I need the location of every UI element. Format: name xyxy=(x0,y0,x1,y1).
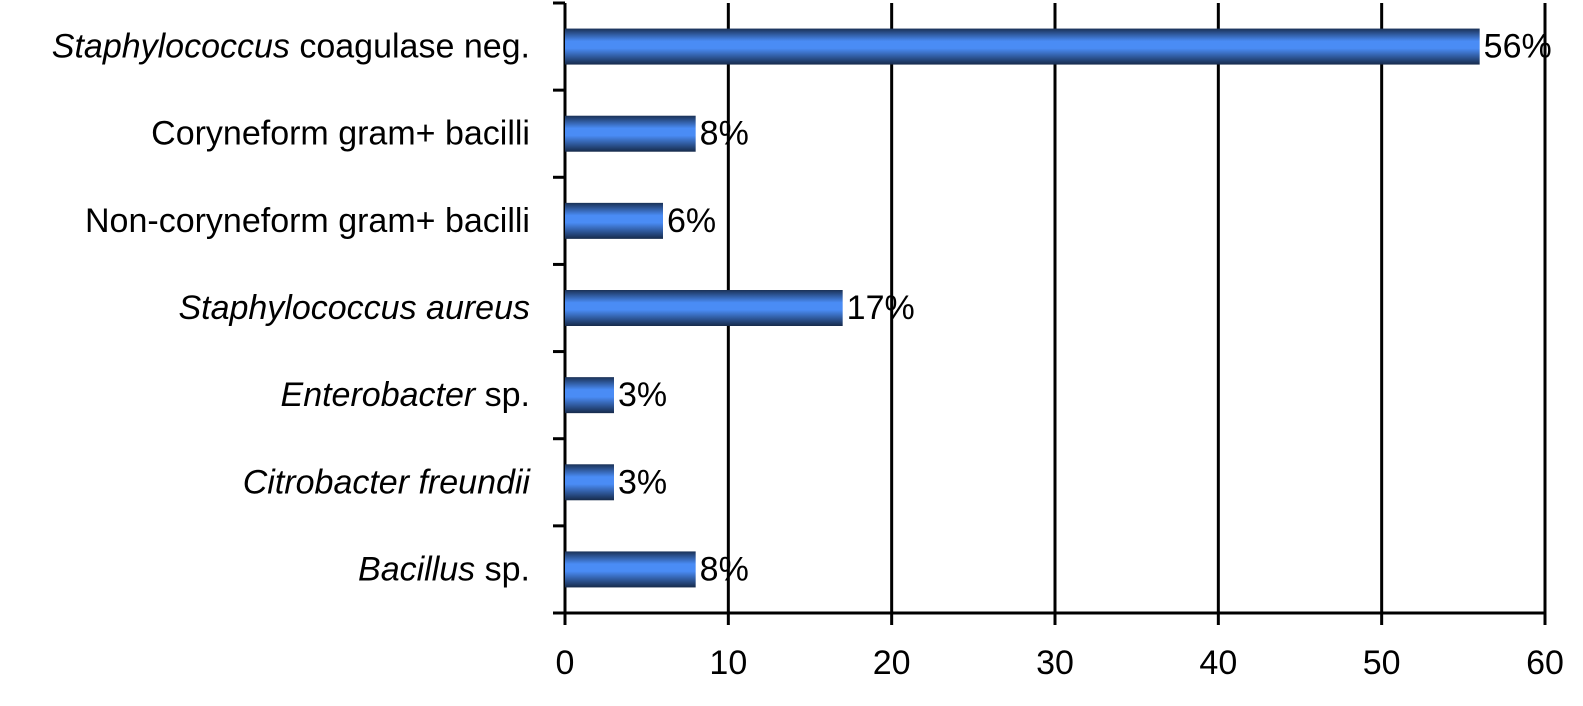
x-tick-label: 60 xyxy=(1526,644,1564,682)
category-part: Staphylococcus aureus xyxy=(178,289,530,327)
category-part: Enterobacter xyxy=(281,376,477,414)
value-label: 56% xyxy=(1484,28,1552,66)
category-part: Non-coryneform gram+ bacilli xyxy=(85,202,530,240)
value-label: 8% xyxy=(700,550,749,588)
x-tick-label: 0 xyxy=(556,644,575,682)
y-tick-label: Staphylococcus aureus xyxy=(178,289,530,327)
y-tick-label: Citrobacter freundii xyxy=(243,463,532,501)
bar xyxy=(565,202,663,239)
y-tick-label: Non-coryneform gram+ bacilli xyxy=(85,202,530,240)
bar xyxy=(565,28,1480,65)
bar xyxy=(565,115,696,152)
y-tick-label: Staphylococcus coagulase neg. xyxy=(52,28,530,66)
value-label: 3% xyxy=(618,376,667,414)
category-part: Staphylococcus xyxy=(52,28,290,66)
category-part: coagulase neg. xyxy=(290,28,530,66)
x-tick-label: 10 xyxy=(709,644,747,682)
value-label: 6% xyxy=(667,202,716,240)
category-part: sp. xyxy=(475,550,530,588)
y-tick-label: Coryneform gram+ bacilli xyxy=(151,115,530,153)
y-tick-label: Bacillus sp. xyxy=(358,550,530,588)
category-part: sp. xyxy=(475,376,530,414)
x-tick-label: 40 xyxy=(1199,644,1237,682)
value-label: 17% xyxy=(847,289,915,327)
value-label: 8% xyxy=(700,115,749,153)
category-part: Coryneform gram+ bacilli xyxy=(151,115,530,153)
x-tick-label: 30 xyxy=(1036,644,1074,682)
value-label: 3% xyxy=(618,463,667,501)
bar xyxy=(565,551,696,588)
category-part: Bacillus xyxy=(358,550,475,588)
category-part: Citrobacter freundii xyxy=(243,463,532,501)
y-tick-label: Enterobacter sp. xyxy=(281,376,530,414)
bar xyxy=(565,377,614,414)
x-tick-label: 50 xyxy=(1363,644,1401,682)
bar xyxy=(565,290,843,326)
x-tick-label: 20 xyxy=(873,644,911,682)
bar xyxy=(565,464,614,501)
